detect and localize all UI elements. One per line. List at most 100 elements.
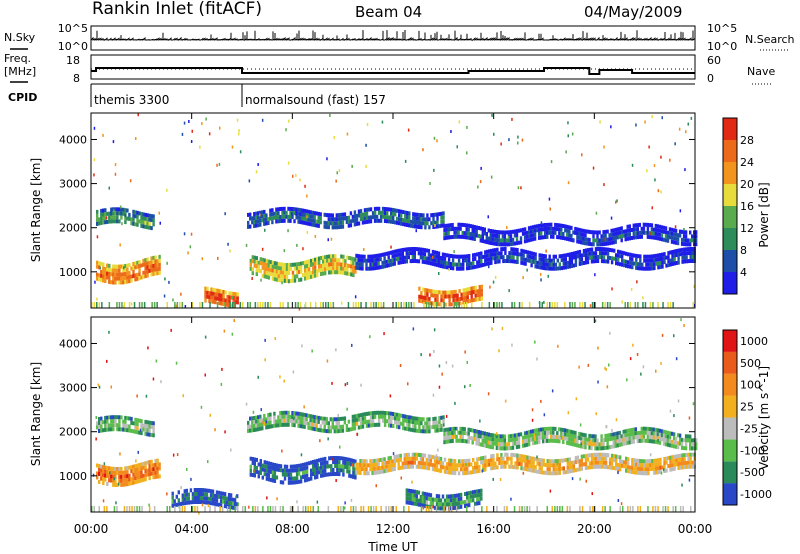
cell	[499, 442, 503, 447]
cell	[409, 464, 412, 469]
cell	[468, 462, 471, 467]
cell	[552, 471, 555, 476]
cell	[411, 501, 414, 505]
cell	[309, 222, 312, 227]
cell	[464, 459, 467, 464]
cell	[622, 437, 625, 442]
cell	[594, 273, 596, 277]
cell	[478, 255, 481, 260]
ytick-label: 1000	[59, 470, 87, 483]
cell	[592, 234, 595, 239]
cell	[299, 277, 303, 282]
cell	[341, 301, 343, 305]
cell	[183, 489, 186, 494]
cell	[621, 262, 624, 267]
cell	[474, 293, 477, 298]
cell	[531, 225, 535, 230]
cell	[665, 263, 668, 268]
cell	[320, 473, 323, 478]
cell	[436, 302, 439, 307]
cell	[218, 162, 221, 166]
cell	[214, 288, 217, 293]
cell	[224, 290, 227, 295]
cell	[485, 236, 488, 240]
cell	[342, 262, 345, 267]
cell	[415, 464, 419, 469]
cell	[153, 506, 156, 512]
cell	[120, 478, 123, 483]
cell	[263, 221, 266, 226]
cell	[589, 304, 592, 308]
cell	[148, 424, 151, 429]
cell	[118, 467, 121, 471]
cell	[612, 228, 615, 233]
cell	[326, 157, 328, 161]
cell	[658, 224, 662, 229]
cell	[361, 212, 365, 217]
cell	[291, 212, 293, 216]
cell	[340, 254, 343, 259]
cell	[576, 439, 579, 444]
cell	[138, 260, 141, 265]
cell	[639, 471, 642, 475]
cell	[594, 238, 597, 243]
cell	[335, 417, 338, 422]
cell	[691, 442, 694, 447]
cell	[461, 222, 464, 227]
cell	[351, 214, 355, 219]
cell	[648, 145, 650, 149]
cell	[483, 239, 486, 244]
cell	[687, 122, 689, 126]
cell	[361, 258, 364, 263]
cell	[142, 262, 145, 267]
cell	[693, 442, 696, 447]
cell	[189, 245, 192, 249]
cell	[287, 414, 290, 419]
cell	[425, 506, 428, 512]
cell	[437, 460, 441, 465]
cell	[554, 434, 557, 439]
cell	[320, 457, 323, 462]
cell	[381, 414, 385, 419]
cell	[588, 251, 592, 256]
cell	[95, 416, 97, 419]
cell	[502, 259, 505, 264]
cell	[297, 302, 299, 308]
cell	[346, 469, 349, 474]
cell	[375, 470, 378, 475]
cell	[436, 424, 439, 429]
cell	[100, 424, 103, 429]
cell	[542, 470, 545, 475]
cell	[666, 234, 670, 239]
cell	[119, 243, 121, 247]
cell	[534, 457, 537, 462]
cell	[534, 256, 537, 261]
cell	[675, 458, 678, 463]
cell	[659, 253, 662, 257]
cell	[670, 239, 674, 244]
cell	[558, 439, 561, 444]
cell	[342, 258, 345, 263]
cell	[295, 415, 298, 420]
cell	[150, 471, 153, 476]
cell	[98, 472, 101, 476]
cell	[608, 363, 610, 367]
cell	[318, 470, 321, 475]
cell	[552, 463, 555, 468]
cell	[114, 467, 117, 471]
cell	[283, 274, 287, 279]
cell	[550, 471, 553, 476]
cell	[402, 422, 405, 427]
cell	[371, 266, 374, 271]
cell	[452, 290, 455, 295]
cell	[418, 429, 421, 433]
cell	[486, 506, 488, 512]
cell	[285, 263, 289, 267]
cell	[689, 442, 692, 447]
cell	[369, 459, 372, 464]
cell	[287, 206, 290, 211]
cell	[146, 468, 149, 473]
cell	[291, 480, 295, 485]
cell	[667, 464, 670, 469]
cell	[472, 466, 475, 470]
